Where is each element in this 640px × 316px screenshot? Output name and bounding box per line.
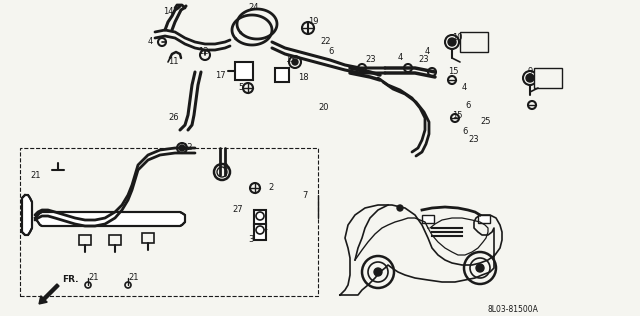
- Bar: [478, 215, 490, 223]
- Circle shape: [397, 205, 403, 211]
- Text: 23: 23: [365, 56, 376, 64]
- Circle shape: [292, 59, 298, 65]
- Text: 24: 24: [248, 3, 259, 13]
- Bar: [79, 235, 91, 245]
- Text: 8: 8: [222, 163, 227, 173]
- FancyArrow shape: [39, 284, 59, 304]
- Text: 25: 25: [480, 118, 490, 126]
- Text: 23: 23: [418, 56, 429, 64]
- Text: 2: 2: [268, 184, 273, 192]
- Text: 8L03-81500A: 8L03-81500A: [488, 306, 539, 314]
- Circle shape: [476, 264, 484, 272]
- Text: 6: 6: [328, 47, 333, 57]
- Text: 21: 21: [30, 171, 40, 179]
- Text: 10: 10: [452, 33, 463, 42]
- Text: 22: 22: [320, 38, 330, 46]
- Text: 11: 11: [168, 58, 179, 66]
- Text: 21: 21: [88, 274, 99, 283]
- Polygon shape: [22, 195, 32, 235]
- Text: 17: 17: [215, 70, 226, 80]
- Text: 27: 27: [232, 205, 243, 215]
- Text: 18: 18: [298, 74, 308, 82]
- Text: 5: 5: [238, 83, 243, 93]
- Text: 1: 1: [262, 223, 268, 233]
- Text: 12: 12: [182, 143, 193, 153]
- Circle shape: [374, 268, 382, 276]
- Text: 20: 20: [318, 104, 328, 112]
- Text: 13: 13: [285, 56, 296, 64]
- Text: 4: 4: [425, 47, 430, 57]
- Polygon shape: [35, 212, 185, 226]
- Bar: [275, 68, 289, 82]
- Text: 14: 14: [163, 8, 173, 16]
- Bar: [20, 148, 318, 296]
- Text: 4: 4: [398, 53, 403, 63]
- Bar: [142, 233, 154, 243]
- Circle shape: [448, 38, 456, 46]
- Bar: [534, 68, 562, 88]
- Text: 23: 23: [468, 136, 479, 144]
- Text: 26: 26: [168, 113, 179, 123]
- Bar: [254, 210, 266, 226]
- Bar: [254, 224, 266, 240]
- Text: 15: 15: [452, 111, 463, 119]
- Text: 7: 7: [302, 191, 307, 199]
- Text: 19: 19: [308, 17, 319, 27]
- Text: 15: 15: [448, 68, 458, 76]
- Circle shape: [179, 145, 185, 151]
- Text: 12: 12: [198, 47, 209, 57]
- Text: FR.: FR.: [62, 276, 79, 284]
- Bar: [422, 215, 434, 223]
- Text: 6: 6: [462, 127, 467, 137]
- Circle shape: [526, 74, 534, 82]
- Bar: [235, 62, 253, 80]
- Bar: [460, 32, 488, 52]
- Text: 21: 21: [128, 274, 138, 283]
- Text: 9: 9: [528, 68, 533, 76]
- Text: 4: 4: [462, 83, 467, 93]
- Text: 4: 4: [148, 38, 153, 46]
- Polygon shape: [366, 208, 422, 295]
- Bar: [109, 235, 121, 245]
- Text: 3: 3: [248, 235, 253, 245]
- Text: 6: 6: [465, 100, 470, 110]
